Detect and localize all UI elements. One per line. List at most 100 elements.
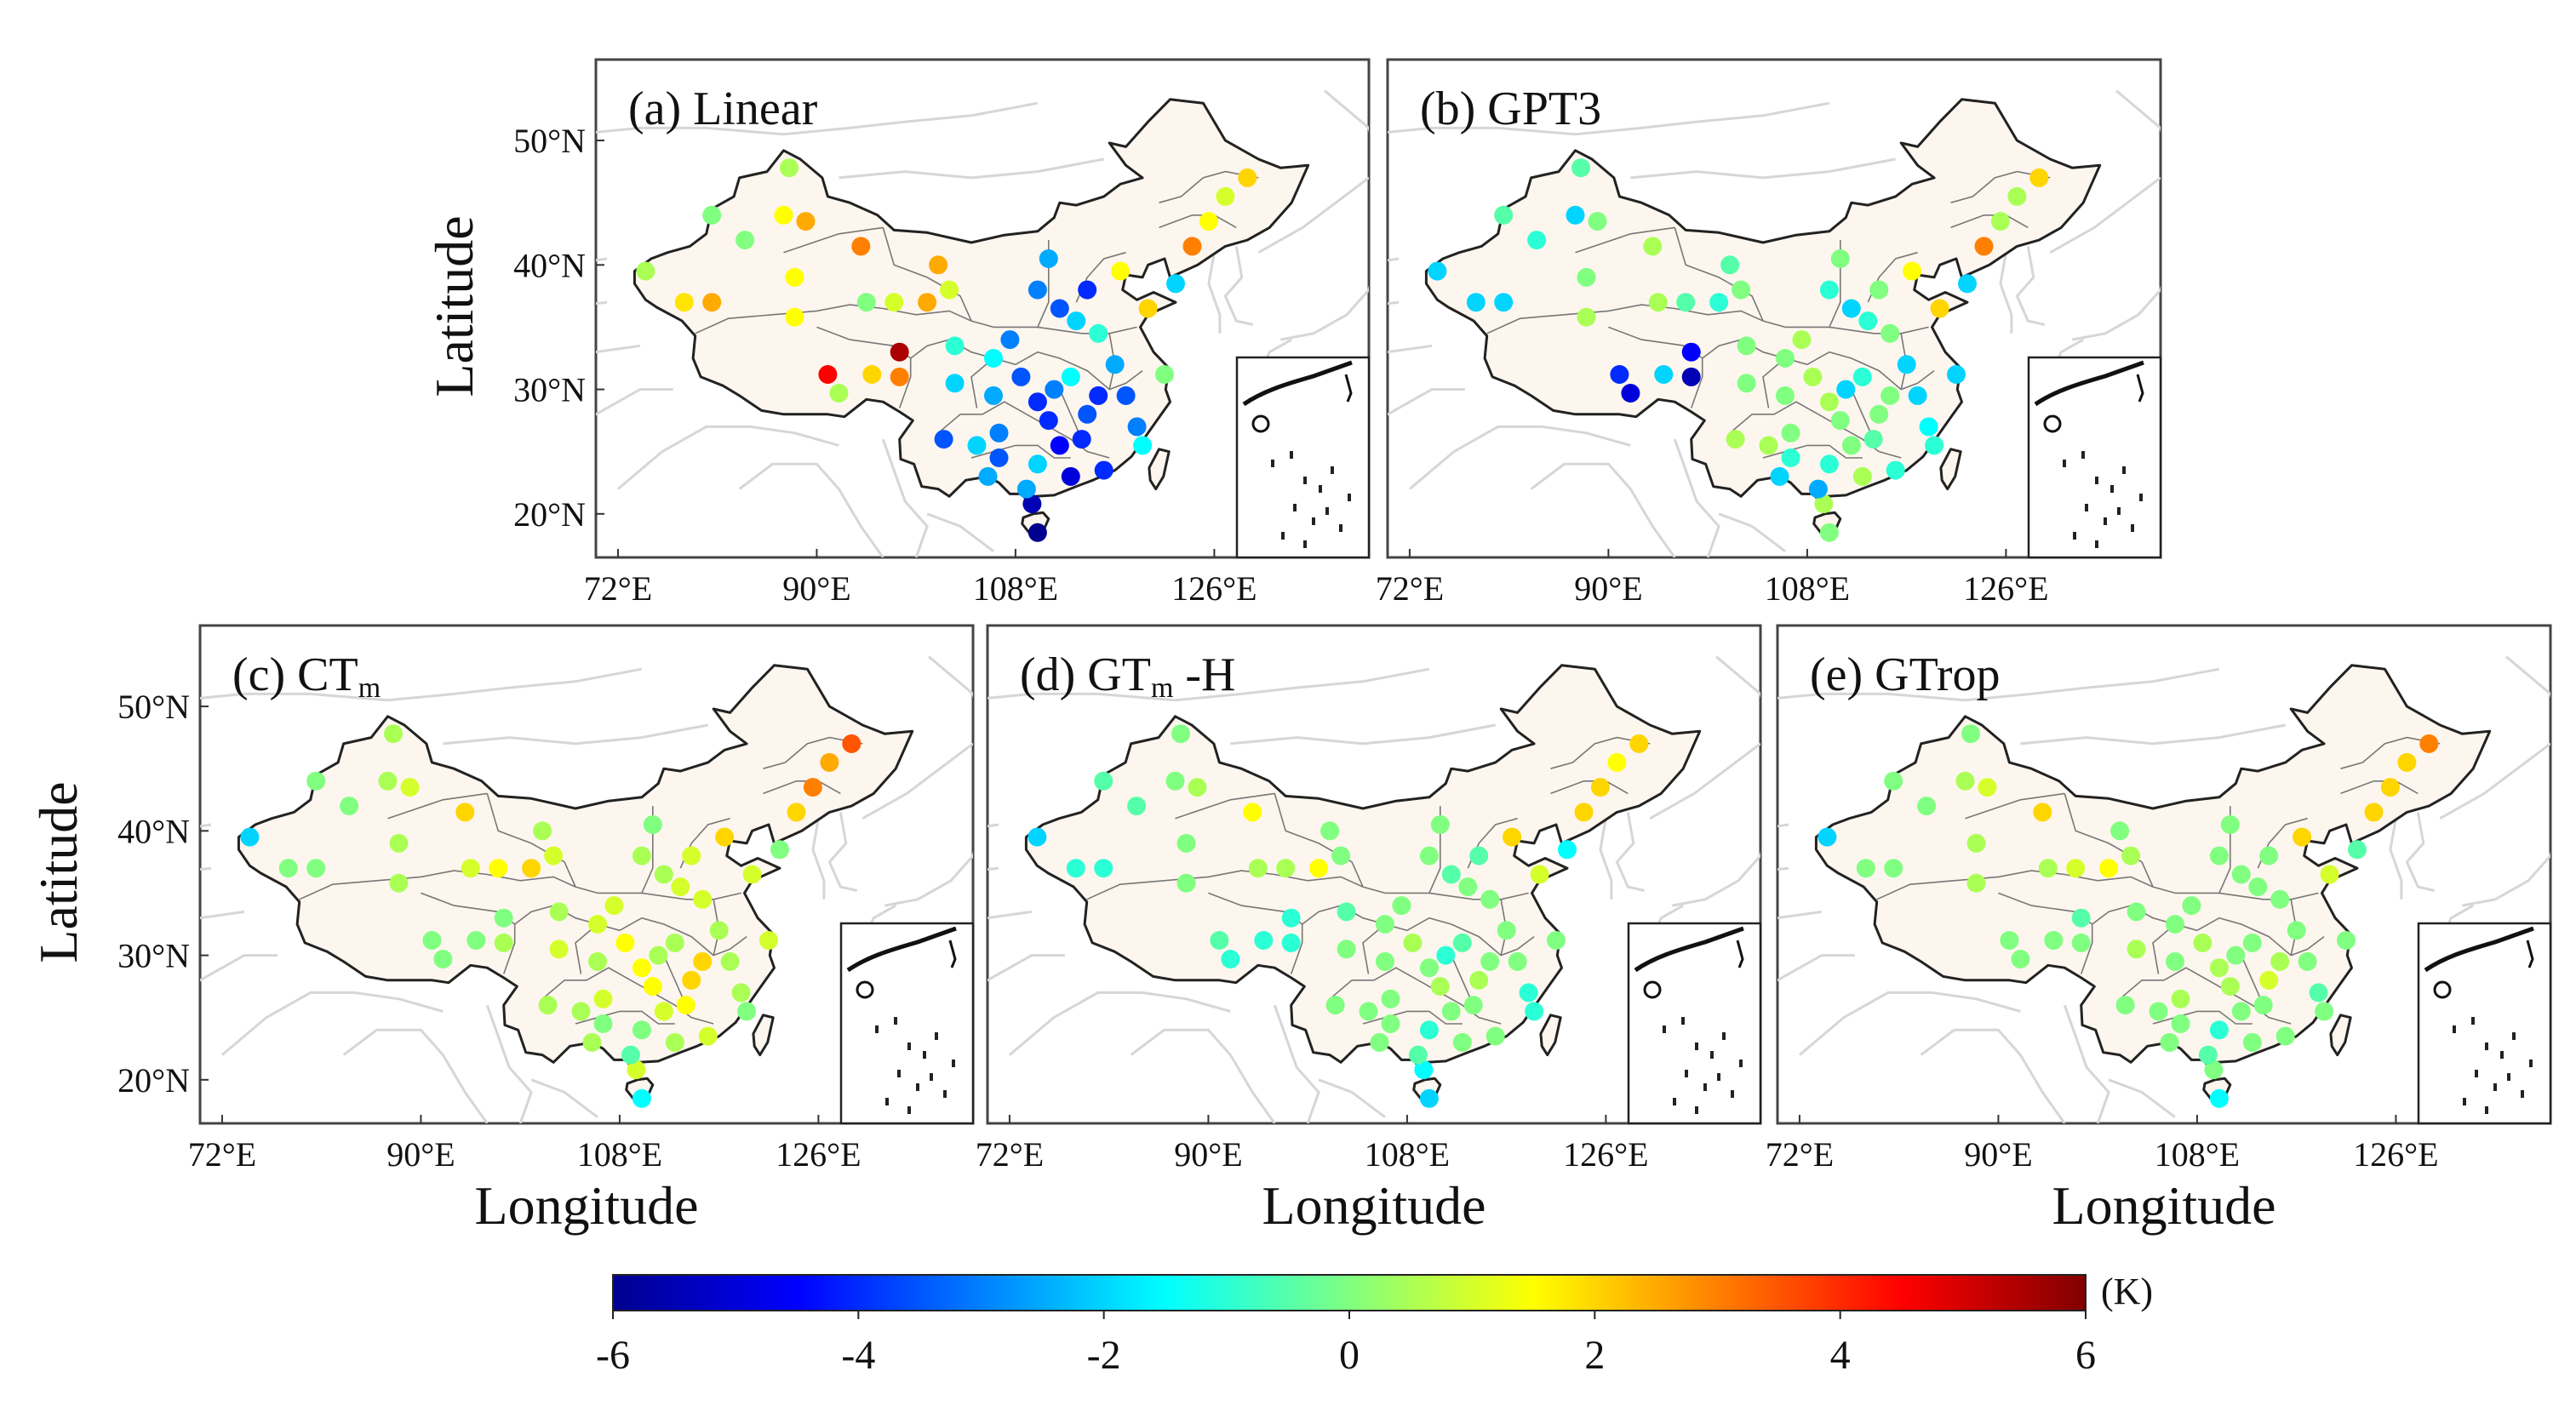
station-marker <box>1011 367 1031 386</box>
station-marker <box>1903 261 1922 281</box>
station-marker <box>1494 205 1514 225</box>
station-marker <box>978 466 998 486</box>
longitude-axis-label-d: Longitude <box>1262 1175 1485 1236</box>
station-marker <box>1216 186 1235 206</box>
neighbor-boundary <box>342 1028 489 1123</box>
neighbor-boundary <box>926 512 994 552</box>
province-boundary <box>970 444 1071 459</box>
station-marker <box>2242 933 2262 952</box>
station-marker <box>1607 752 1627 772</box>
latitude-tick-label: 50°N <box>117 688 190 726</box>
longitude-axis-label-e: Longitude <box>2052 1175 2275 1236</box>
colorbar-gradient <box>612 1274 2087 1311</box>
province-boundary <box>1406 917 1535 957</box>
station-marker <box>1138 299 1158 318</box>
station-marker <box>2209 846 2229 865</box>
province-boundary <box>2064 793 2154 888</box>
station-marker <box>1094 859 1113 878</box>
province-boundary <box>1015 351 1143 391</box>
station-marker <box>1819 392 1839 412</box>
station-marker <box>1852 367 1872 386</box>
longitude-tick-label: 108°E <box>1365 1135 1450 1174</box>
neighbor-boundary <box>200 866 212 871</box>
province-boundary <box>2152 923 2198 974</box>
station-marker <box>796 212 816 231</box>
station-marker <box>1759 436 1778 455</box>
station-marker <box>2182 896 2201 916</box>
neighbor-boundary <box>1388 388 1465 416</box>
station-marker <box>549 902 569 922</box>
neighbor-boundary <box>1008 991 1231 1056</box>
neighbor-boundary <box>987 692 1176 702</box>
neighbor-boundary <box>1798 991 2021 1056</box>
neighbor-boundary <box>884 851 973 907</box>
station-marker <box>884 293 904 312</box>
station-marker <box>1309 859 1329 878</box>
station-marker <box>2209 958 2229 978</box>
neighbor-boundary <box>1671 851 1760 907</box>
station-marker <box>588 915 607 934</box>
station-marker <box>1676 293 1696 312</box>
china-landmass <box>1024 664 1702 1077</box>
station-marker <box>1978 778 1997 797</box>
station-marker <box>1709 293 1729 312</box>
station-marker <box>671 877 690 897</box>
station-marker <box>1880 386 1900 405</box>
longitude-tick-label: 72°E <box>976 1135 1044 1174</box>
station-marker <box>1720 255 1740 275</box>
station-marker <box>787 803 806 822</box>
station-marker <box>2115 996 2135 1015</box>
latitude-tick-label: 30°N <box>513 371 586 409</box>
station-marker <box>2275 1026 2295 1046</box>
station-marker <box>615 933 635 952</box>
taiwan-island <box>1539 1014 1562 1057</box>
station-marker <box>643 977 662 997</box>
station-marker <box>856 293 876 312</box>
station-marker <box>2166 915 2184 934</box>
station-marker <box>1452 933 1472 952</box>
colorbar-tick-label: 4 <box>1830 1333 1851 1378</box>
station-marker <box>1403 933 1423 952</box>
station-marker <box>1955 771 1975 791</box>
station-marker <box>1819 280 1839 300</box>
neighbor-boundary <box>1324 89 1369 133</box>
neighbor-boundary <box>738 462 884 557</box>
station-marker <box>549 940 569 959</box>
panel-title: (a) Linear <box>628 83 818 135</box>
station-marker <box>1039 411 1058 431</box>
station-marker <box>1814 494 1834 514</box>
neighbor-boundary <box>1273 1004 1320 1123</box>
station-marker <box>1188 778 1207 797</box>
neighbor-boundary <box>839 157 1104 180</box>
station-marker <box>2038 859 2058 878</box>
station-marker <box>1574 803 1594 822</box>
station-marker <box>1116 386 1136 405</box>
station-marker <box>1681 367 1701 386</box>
station-marker <box>715 827 735 847</box>
station-marker <box>2209 1020 2229 1040</box>
station-marker <box>1238 168 1257 187</box>
station-marker <box>1392 896 1411 916</box>
station-marker <box>1732 280 1751 300</box>
station-marker <box>1171 724 1190 744</box>
province-boundary <box>1762 444 1863 459</box>
province-boundary <box>575 923 621 974</box>
station-marker <box>1884 859 1903 878</box>
station-marker <box>1111 261 1131 281</box>
station-marker <box>665 933 684 952</box>
province-boundary <box>970 357 1016 408</box>
colorbar-tick-label: 2 <box>1584 1333 1605 1378</box>
province-boundary <box>1729 401 1819 434</box>
neighbor-boundary <box>1223 246 1254 326</box>
station-marker <box>2253 996 2273 1015</box>
station-marker <box>1105 355 1125 374</box>
province-boundary <box>1674 227 1764 322</box>
neighbor-boundary <box>596 126 784 136</box>
longitude-tick-label: 72°E <box>584 569 652 608</box>
station-marker <box>467 931 486 950</box>
province-boundary <box>882 227 972 322</box>
station-marker <box>1781 448 1800 467</box>
station-marker <box>1966 833 1986 853</box>
station-marker <box>632 846 651 865</box>
station-marker <box>1428 261 1447 281</box>
